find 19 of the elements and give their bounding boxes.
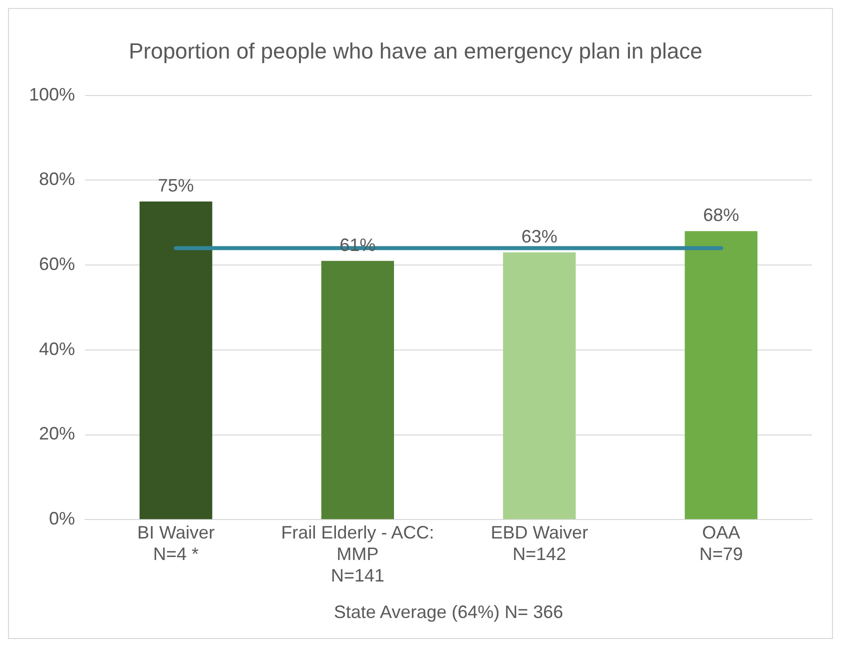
data-label: 75% bbox=[158, 175, 194, 196]
x-tick-label: OAA N=79 bbox=[699, 522, 743, 564]
bar bbox=[140, 201, 212, 520]
data-label: 63% bbox=[521, 226, 558, 246]
x-tick-label: EBD Waiver N=142 bbox=[490, 522, 588, 564]
y-tick-label: 80% bbox=[39, 169, 76, 190]
bar bbox=[503, 252, 576, 520]
y-tick-label: 60% bbox=[39, 254, 76, 274]
y-tick-label: 20% bbox=[39, 424, 76, 444]
bar bbox=[684, 231, 758, 520]
y-tick-label: 0% bbox=[49, 508, 76, 529]
data-label: 68% bbox=[703, 205, 740, 226]
chart-title: Proportion of people who have an emergency plan in place bbox=[128, 38, 702, 64]
x-tick-label: BI Waiver N=4 * bbox=[137, 522, 215, 564]
y-tick-label: 100% bbox=[28, 84, 76, 104]
x-axis-title: State Average (64%) N= 366 bbox=[334, 602, 564, 622]
x-tick-label: Frail Elderly - ACC: MMP N=141 bbox=[281, 522, 434, 586]
bar bbox=[321, 260, 394, 520]
y-tick-label: 40% bbox=[39, 338, 76, 359]
